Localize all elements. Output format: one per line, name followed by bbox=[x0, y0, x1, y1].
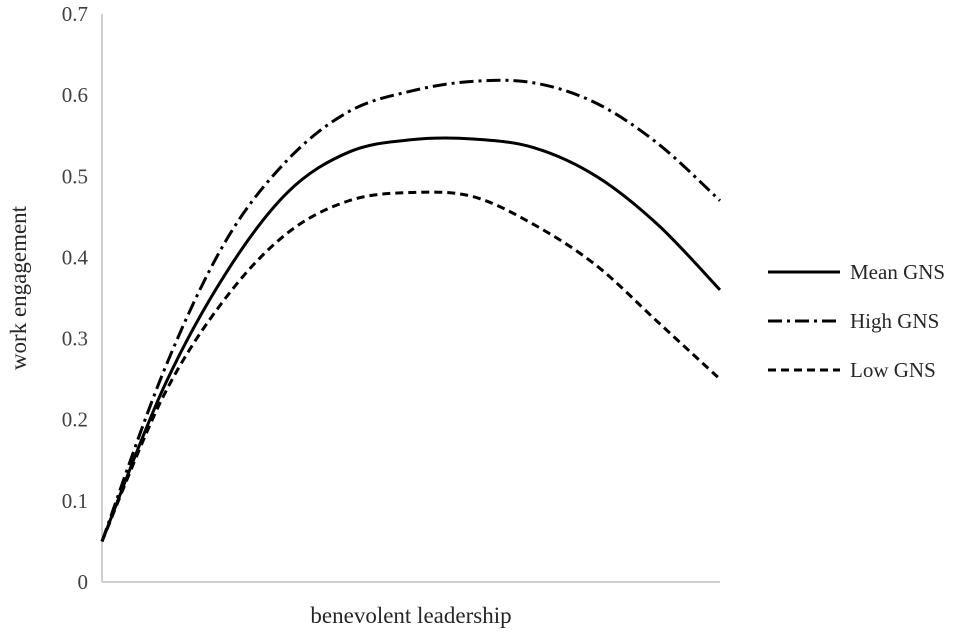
y-tick-label: 0.5 bbox=[62, 164, 88, 188]
legend-item-low-gns: Low GNS bbox=[768, 358, 936, 382]
y-tick-label: 0.3 bbox=[62, 327, 88, 351]
series-line-low-gns bbox=[100, 190, 722, 543]
x-axis-title: benevolent leadership bbox=[310, 603, 511, 628]
legend-item-mean-gns: Mean GNS bbox=[768, 260, 945, 284]
y-tick-label: 0.6 bbox=[62, 83, 88, 107]
y-tick-label: 0.7 bbox=[62, 2, 88, 26]
legend-label: High GNS bbox=[850, 309, 939, 333]
y-tick-label: 0.2 bbox=[62, 408, 88, 432]
series-lines bbox=[100, 78, 722, 543]
y-tick-label: 0 bbox=[78, 570, 89, 594]
legend-label: Low GNS bbox=[850, 358, 936, 382]
legend-item-high-gns: High GNS bbox=[768, 309, 939, 333]
y-tick-label: 0.4 bbox=[62, 245, 89, 269]
series-line-high-gns bbox=[100, 78, 722, 542]
y-tick-label: 0.1 bbox=[62, 489, 88, 513]
series-line-mean-gns bbox=[100, 136, 722, 542]
legend-label: Mean GNS bbox=[850, 260, 945, 284]
y-tick-labels: 0 0.1 0.2 0.3 0.4 0.5 0.6 0.7 bbox=[62, 2, 89, 594]
legend: Mean GNS High GNS Low GNS bbox=[768, 260, 945, 382]
y-axis-title: work engagement bbox=[6, 205, 31, 370]
